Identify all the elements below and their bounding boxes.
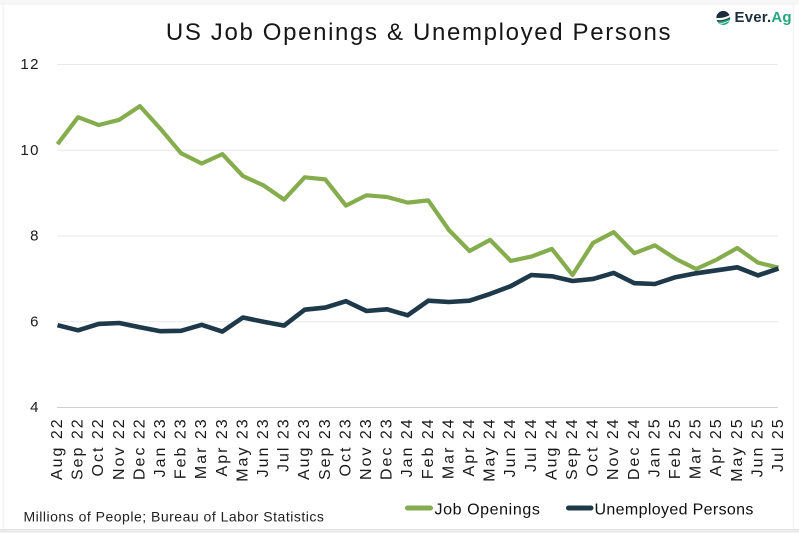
svg-text:Jan 23: Jan 23 bbox=[152, 417, 169, 477]
svg-text:Nov 23: Nov 23 bbox=[358, 417, 375, 480]
svg-text:Dec 24: Dec 24 bbox=[626, 417, 643, 480]
svg-text:Apr 24: Apr 24 bbox=[461, 417, 478, 476]
svg-text:6: 6 bbox=[30, 313, 40, 330]
svg-text:Aug 24: Aug 24 bbox=[543, 417, 560, 480]
svg-text:Apr 23: Apr 23 bbox=[214, 417, 231, 476]
svg-text:Nov 22: Nov 22 bbox=[111, 417, 128, 480]
svg-text:Unemployed Persons: Unemployed Persons bbox=[595, 502, 754, 519]
svg-text:Oct 23: Oct 23 bbox=[337, 417, 354, 476]
svg-text:Ever.Ag: Ever.Ag bbox=[735, 9, 792, 26]
svg-text:Oct 22: Oct 22 bbox=[90, 417, 107, 476]
svg-text:Aug 23: Aug 23 bbox=[296, 417, 313, 480]
svg-text:May 23: May 23 bbox=[234, 417, 251, 481]
svg-text:10: 10 bbox=[20, 142, 40, 159]
svg-text:12: 12 bbox=[20, 56, 40, 73]
svg-text:Apr 25: Apr 25 bbox=[708, 417, 725, 476]
svg-text:Jun 24: Jun 24 bbox=[502, 417, 519, 477]
svg-text:Jun 23: Jun 23 bbox=[255, 417, 272, 477]
svg-text:Jul 24: Jul 24 bbox=[523, 417, 540, 472]
svg-text:4: 4 bbox=[30, 399, 40, 416]
svg-text:Jan 24: Jan 24 bbox=[399, 417, 416, 477]
svg-text:Feb 23: Feb 23 bbox=[173, 417, 190, 479]
svg-text:Nov 24: Nov 24 bbox=[605, 417, 622, 480]
svg-text:May 25: May 25 bbox=[729, 417, 746, 481]
svg-text:Jun 25: Jun 25 bbox=[749, 417, 766, 477]
svg-text:Job Openings: Job Openings bbox=[435, 502, 541, 519]
svg-text:8: 8 bbox=[30, 228, 40, 245]
svg-text:Aug 22: Aug 22 bbox=[49, 417, 66, 480]
svg-text:May 24: May 24 bbox=[482, 417, 499, 481]
svg-text:Oct 24: Oct 24 bbox=[585, 417, 602, 476]
svg-text:Mar 25: Mar 25 bbox=[688, 417, 705, 479]
svg-text:Jul 23: Jul 23 bbox=[276, 417, 293, 472]
svg-text:Feb 25: Feb 25 bbox=[667, 417, 684, 479]
svg-text:Jul 25: Jul 25 bbox=[770, 417, 787, 472]
svg-text:Jan 25: Jan 25 bbox=[646, 417, 663, 477]
svg-text:Feb 24: Feb 24 bbox=[420, 417, 437, 479]
svg-text:Sep 23: Sep 23 bbox=[317, 417, 334, 480]
svg-text:Millions of People; Bureau of: Millions of People; Bureau of Labor Stat… bbox=[24, 508, 325, 524]
svg-text:Dec 23: Dec 23 bbox=[379, 417, 396, 480]
svg-text:Dec 22: Dec 22 bbox=[131, 417, 148, 480]
svg-text:Mar 23: Mar 23 bbox=[193, 417, 210, 479]
svg-text:Sep 22: Sep 22 bbox=[70, 417, 87, 480]
svg-text:Mar 24: Mar 24 bbox=[440, 417, 457, 479]
svg-text:Sep 24: Sep 24 bbox=[564, 417, 581, 480]
svg-text:US Job Openings & Unemployed P: US Job Openings & Unemployed Persons bbox=[166, 19, 672, 46]
